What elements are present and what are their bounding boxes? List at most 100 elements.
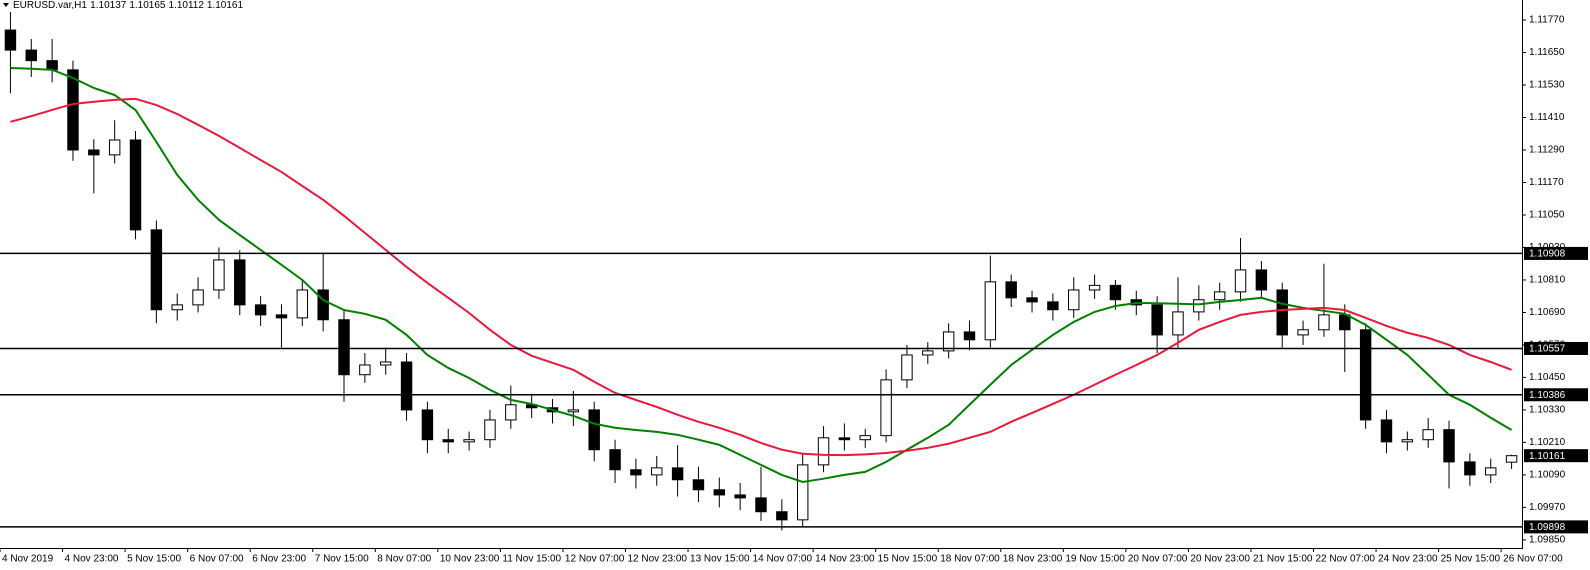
- candle-body: [651, 467, 663, 476]
- x-tick-label: 6 Nov 23:00: [252, 554, 306, 565]
- level-price-box: [1524, 246, 1588, 260]
- candle-body: [671, 467, 684, 481]
- candle-body: [129, 139, 142, 231]
- candle-body: [734, 494, 746, 499]
- y-tick-label: 1.11650: [1529, 47, 1565, 58]
- candle-body: [630, 469, 642, 476]
- candle-body: [254, 304, 267, 316]
- candle-body: [713, 489, 726, 496]
- y-tick-label: 1.11050: [1529, 210, 1565, 221]
- x-tick-label: 19 Nov 15:00: [1065, 554, 1125, 565]
- ma-line: [10, 97, 1512, 457]
- candle-body: [380, 361, 392, 366]
- candle-body: [984, 281, 997, 341]
- x-tick-label: 22 Nov 07:00: [1316, 554, 1376, 565]
- candle-body: [338, 319, 350, 376]
- y-tick-label: 1.10810: [1529, 275, 1566, 286]
- candle-body: [25, 49, 37, 62]
- open-value: 1.10137: [90, 0, 127, 11]
- candle-body: [567, 409, 580, 413]
- candle-body: [1401, 439, 1414, 443]
- x-tick-label: 5 Nov 15:00: [127, 554, 181, 565]
- x-tick-label: 4 Nov 23:00: [65, 554, 119, 565]
- x-tick-label: 10 Nov 23:00: [440, 554, 500, 565]
- level-price-box: [1524, 341, 1588, 355]
- candle-body: [755, 497, 767, 513]
- candle-body: [442, 439, 454, 443]
- y-tick-label: 1.11410: [1529, 112, 1565, 123]
- candle-body: [296, 289, 309, 319]
- x-tick-label: 18 Nov 23:00: [1003, 554, 1063, 565]
- candle-body: [88, 149, 100, 156]
- candle-body: [150, 229, 163, 311]
- candle-body: [922, 350, 934, 356]
- candle-body: [859, 435, 871, 441]
- x-tick-label: 24 Nov 23:00: [1378, 554, 1438, 565]
- level-price-label: 1.10386: [1529, 390, 1566, 401]
- menu-arrow[interactable]: [3, 3, 9, 7]
- candle-body: [421, 409, 434, 441]
- close-value: 1.10161: [207, 0, 244, 11]
- chart-title: EURUSD.var,H1: [13, 0, 87, 11]
- y-tick-label: 1.10090: [1529, 470, 1566, 481]
- y-tick-label: 1.10330: [1529, 405, 1566, 416]
- candle-body: [275, 314, 288, 319]
- candle-body: [213, 259, 225, 291]
- x-tick-label: 14 Nov 23:00: [815, 554, 875, 565]
- low-value: 1.10112: [168, 0, 204, 11]
- candle-body: [817, 437, 830, 466]
- x-tick-label: 25 Nov 15:00: [1441, 554, 1501, 565]
- y-tick-label: 1.11290: [1529, 145, 1565, 156]
- candle-body: [463, 439, 475, 443]
- candle-body: [1255, 269, 1268, 291]
- candle-body: [1422, 429, 1434, 441]
- x-tick-label: 18 Nov 07:00: [940, 554, 1000, 565]
- candle-body: [588, 409, 600, 451]
- current-price-label: 1.10161: [1529, 451, 1566, 462]
- y-tick-label: 1.10690: [1529, 307, 1566, 318]
- current-price-box: [1524, 449, 1588, 463]
- candle-body: [1505, 455, 1518, 463]
- y-tick-label: 1.09970: [1529, 502, 1566, 513]
- x-tick-label: 26 Nov 07:00: [1503, 554, 1563, 565]
- candle-body: [609, 449, 621, 471]
- level-price-box: [1524, 520, 1588, 534]
- candle-body: [942, 331, 955, 352]
- x-tick-label: 7 Nov 15:00: [315, 554, 369, 565]
- candle-body: [692, 479, 705, 491]
- candle-body: [484, 419, 496, 441]
- x-tick-label: 8 Nov 07:00: [377, 554, 431, 565]
- candle-body: [1026, 297, 1038, 303]
- candle-body: [400, 361, 413, 411]
- y-tick-label: 1.09850: [1529, 535, 1566, 546]
- candle-body: [796, 464, 809, 521]
- level-price-label: 1.10908: [1529, 249, 1566, 260]
- y-tick-label: 1.11530: [1529, 80, 1565, 91]
- ma-line: [10, 66, 1513, 483]
- x-tick-label: 20 Nov 07:00: [1128, 554, 1188, 565]
- candle-body: [46, 60, 58, 71]
- candle-body: [838, 437, 851, 441]
- candle-body: [1151, 304, 1163, 336]
- level-price-label: 1.10557: [1529, 344, 1566, 355]
- candle-body: [1172, 311, 1184, 336]
- y-tick-label: 1.11170: [1529, 177, 1564, 188]
- x-tick-label: 14 Nov 07:00: [753, 554, 813, 565]
- chart-header: EURUSD.var,H1 1.10137 1.10165 1.10112 1.1016…: [13, 0, 243, 11]
- x-tick-label: 12 Nov 07:00: [565, 554, 625, 565]
- candle-body: [1234, 269, 1247, 293]
- candle-body: [1088, 284, 1101, 291]
- candle-body: [359, 364, 371, 376]
- candle-body: [1339, 314, 1351, 331]
- x-tick-label: 15 Nov 15:00: [878, 554, 938, 565]
- candle-body: [108, 139, 121, 156]
- candle-body: [1359, 329, 1372, 421]
- candle-body: [67, 69, 79, 151]
- candle-body: [1464, 461, 1476, 476]
- candle-body: [317, 289, 329, 321]
- candle-body: [1193, 299, 1205, 313]
- candle-body: [963, 331, 976, 341]
- candle-body: [234, 259, 246, 306]
